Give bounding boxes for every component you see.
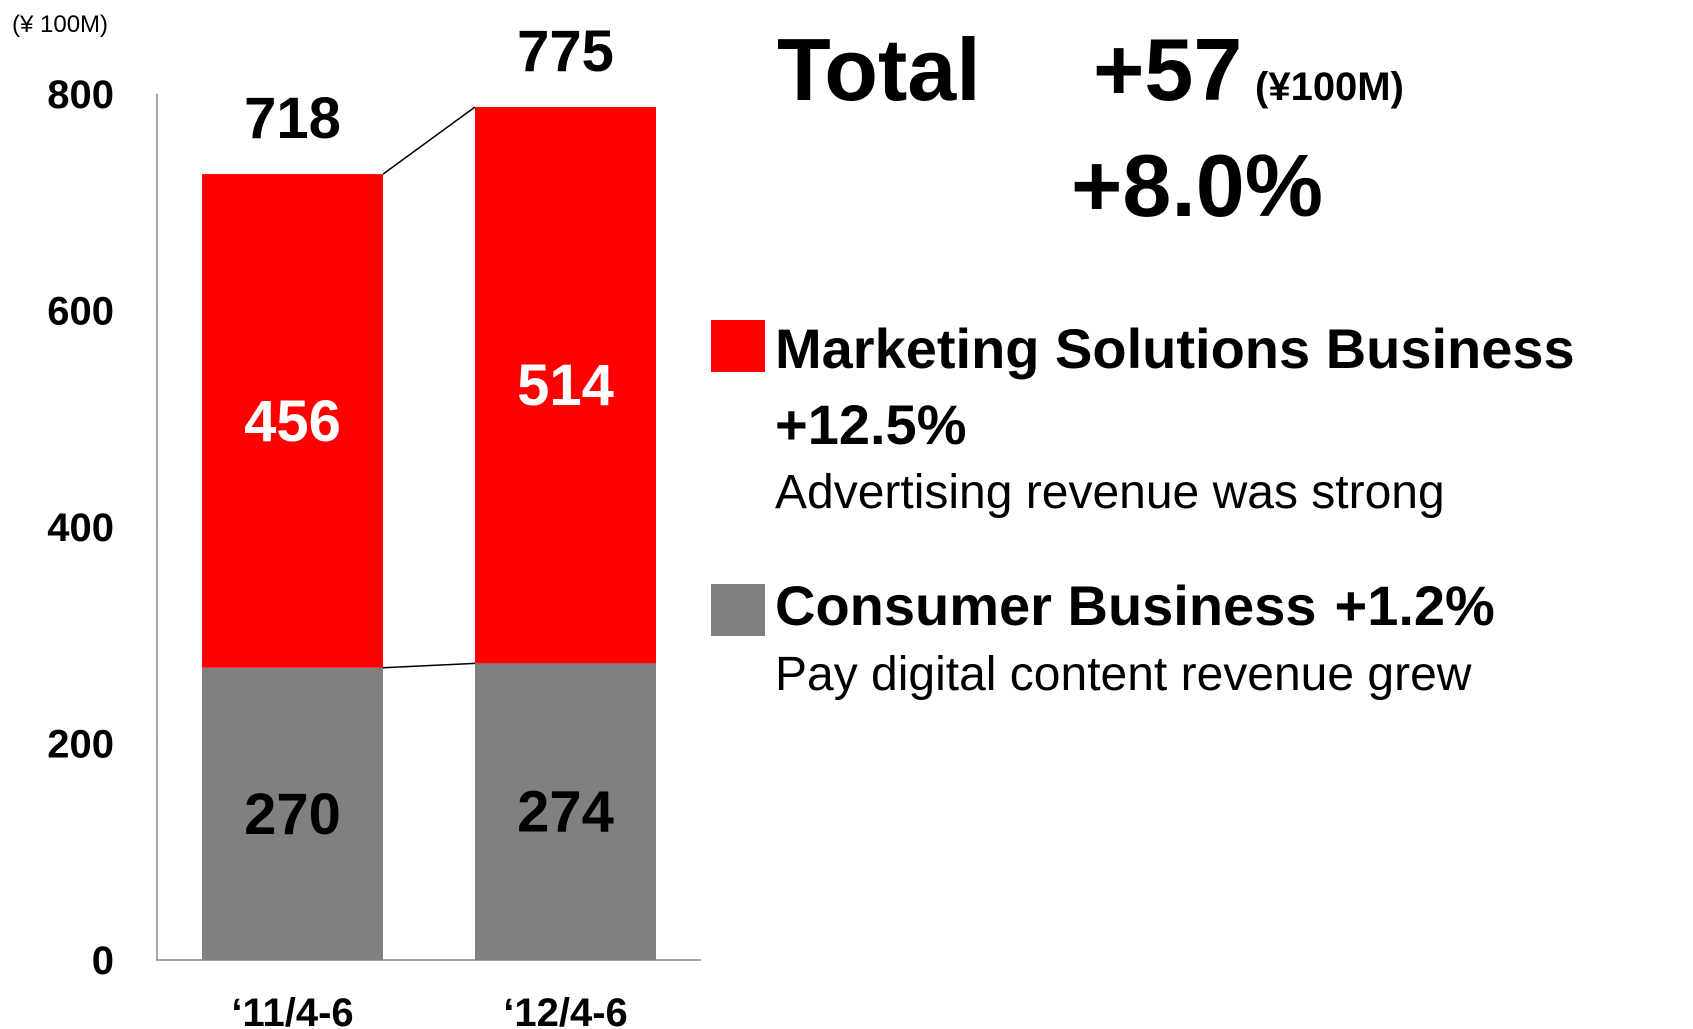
summary-label: Total [777,20,981,119]
total-label: 718 [244,86,341,151]
legend-swatch [711,584,765,636]
legend-name: Consumer Business [775,574,1317,637]
y-tick-label: 400 [47,506,114,550]
y-tick-label: 200 [47,723,114,767]
bar-segment [475,663,656,960]
x-tick-label: ‘12/4-6 [503,991,628,1029]
legend-name: Marketing Solutions Business [775,317,1575,380]
bar-segment [202,174,383,668]
connector-line [382,662,476,669]
legend-note: Pay digital content revenue grew [775,648,1472,701]
value-label: 456 [244,389,341,454]
summary-percent: +8.0% [1071,136,1323,235]
value-label: 270 [244,782,341,847]
total-label: 775 [517,19,614,84]
unit-label: (¥ 100M) [12,11,108,38]
legend-change: +12.5% [775,393,967,456]
y-tick-label: 600 [47,290,114,334]
value-label: 274 [517,780,614,845]
y-tick-label: 800 [47,73,114,117]
y-tick-label: 0 [92,939,114,983]
value-label: 514 [517,353,614,418]
legend-note: Advertising revenue was strong [775,466,1445,519]
connector-line [382,106,476,175]
x-tick-label: ‘11/4-6 [231,991,353,1029]
bar-segment [475,106,656,664]
legend-swatch [711,320,765,372]
bar-segment [202,667,383,960]
legend-change: +1.2% [1335,574,1495,637]
summary-change: +57 [1093,20,1242,119]
summary-unit: (¥100M) [1255,65,1404,109]
